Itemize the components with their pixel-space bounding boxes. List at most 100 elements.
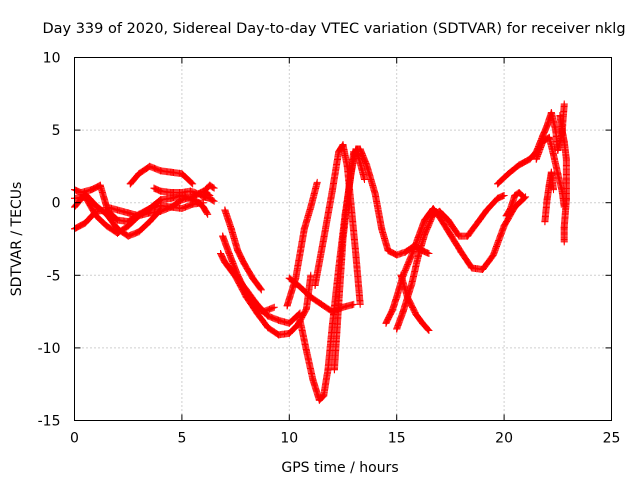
data-point bbox=[562, 177, 570, 185]
y-axis-label: SDTVAR / TECUs bbox=[9, 182, 25, 297]
data-point bbox=[146, 205, 154, 213]
data-markers-track-o bbox=[320, 188, 336, 243]
data-point bbox=[547, 168, 555, 176]
data-point bbox=[270, 303, 278, 311]
data-point bbox=[464, 232, 472, 240]
data-point bbox=[225, 250, 233, 258]
data-point bbox=[552, 126, 560, 134]
data-point bbox=[403, 293, 411, 301]
data-point bbox=[554, 170, 562, 178]
data-point bbox=[532, 155, 540, 163]
data-point bbox=[474, 218, 482, 226]
data-point bbox=[283, 302, 291, 310]
data-point bbox=[541, 218, 549, 226]
data-point bbox=[335, 300, 343, 308]
data-point bbox=[257, 286, 265, 294]
data-point bbox=[554, 146, 562, 154]
data-point bbox=[199, 203, 207, 211]
data-point bbox=[307, 293, 315, 301]
data-point bbox=[103, 210, 111, 218]
data-point bbox=[560, 238, 568, 246]
x-axis-label: GPS time / hours bbox=[281, 460, 398, 476]
data-point bbox=[457, 248, 465, 256]
data-point bbox=[562, 155, 570, 163]
data-point bbox=[562, 196, 570, 204]
data-point bbox=[186, 187, 194, 195]
data-point bbox=[275, 331, 283, 339]
data-point bbox=[352, 251, 360, 259]
data-point bbox=[204, 210, 212, 218]
y-tick-label: -15 bbox=[38, 414, 61, 430]
data-point bbox=[96, 181, 104, 189]
data-point bbox=[315, 396, 323, 404]
data-point bbox=[189, 180, 197, 188]
x-tick-label: 10 bbox=[280, 431, 298, 447]
data-point bbox=[217, 250, 225, 258]
data-point bbox=[126, 180, 134, 188]
data-point bbox=[393, 325, 401, 333]
data-markers-track-n bbox=[320, 367, 332, 400]
data-markers-track-m bbox=[300, 204, 314, 233]
data-point bbox=[393, 251, 401, 259]
data-point bbox=[397, 271, 405, 279]
data-point bbox=[356, 145, 364, 153]
data-point bbox=[285, 274, 293, 282]
data-point bbox=[543, 196, 551, 204]
data-point bbox=[425, 326, 433, 334]
data-point bbox=[500, 222, 508, 230]
data-point bbox=[103, 222, 111, 230]
data-point bbox=[545, 181, 553, 189]
data-point bbox=[195, 199, 203, 207]
data-markers-track-n bbox=[363, 161, 379, 197]
data-point bbox=[311, 281, 319, 289]
data-point bbox=[146, 162, 154, 170]
data-point bbox=[558, 126, 566, 134]
data-markers-track-n bbox=[303, 347, 317, 383]
data-point bbox=[167, 189, 175, 197]
data-point bbox=[556, 112, 564, 120]
data-point bbox=[345, 180, 353, 188]
data-point bbox=[156, 206, 164, 214]
data-point bbox=[479, 265, 487, 273]
chart-title: Day 339 of 2020, Sidereal Day-to-day VTE… bbox=[42, 21, 625, 37]
data-point bbox=[399, 308, 407, 316]
data-point bbox=[515, 161, 523, 169]
data-markers-track-o bbox=[328, 149, 342, 195]
data-point bbox=[135, 212, 143, 220]
data-markers-track-o bbox=[348, 206, 360, 258]
data-point bbox=[300, 225, 308, 233]
data-point bbox=[150, 184, 158, 192]
data-markers-track-f bbox=[150, 184, 163, 195]
data-point bbox=[302, 347, 310, 355]
data-point bbox=[206, 181, 214, 189]
data-point bbox=[421, 231, 429, 239]
data-point bbox=[401, 248, 409, 256]
data-point bbox=[507, 205, 515, 213]
data-point bbox=[455, 232, 463, 240]
data-point bbox=[124, 232, 132, 240]
data-point bbox=[309, 376, 317, 384]
data-series bbox=[71, 100, 570, 404]
data-point bbox=[318, 300, 326, 308]
data-point bbox=[223, 261, 231, 269]
data-point bbox=[146, 218, 154, 226]
data-point bbox=[113, 216, 121, 224]
data-point bbox=[502, 212, 510, 220]
data-point bbox=[489, 251, 497, 259]
data-point bbox=[446, 231, 454, 239]
data-point bbox=[421, 216, 429, 224]
data-point bbox=[560, 138, 568, 146]
data-point bbox=[414, 252, 422, 260]
data-point bbox=[195, 190, 203, 198]
data-point bbox=[560, 223, 568, 231]
x-tick-label: 0 bbox=[70, 431, 79, 447]
data-point bbox=[135, 170, 143, 178]
data-point bbox=[539, 138, 547, 146]
data-point bbox=[429, 210, 437, 218]
data-point bbox=[515, 189, 523, 197]
data-point bbox=[519, 193, 527, 201]
data-point bbox=[202, 186, 210, 194]
data-point bbox=[156, 187, 164, 195]
data-point bbox=[388, 306, 396, 314]
